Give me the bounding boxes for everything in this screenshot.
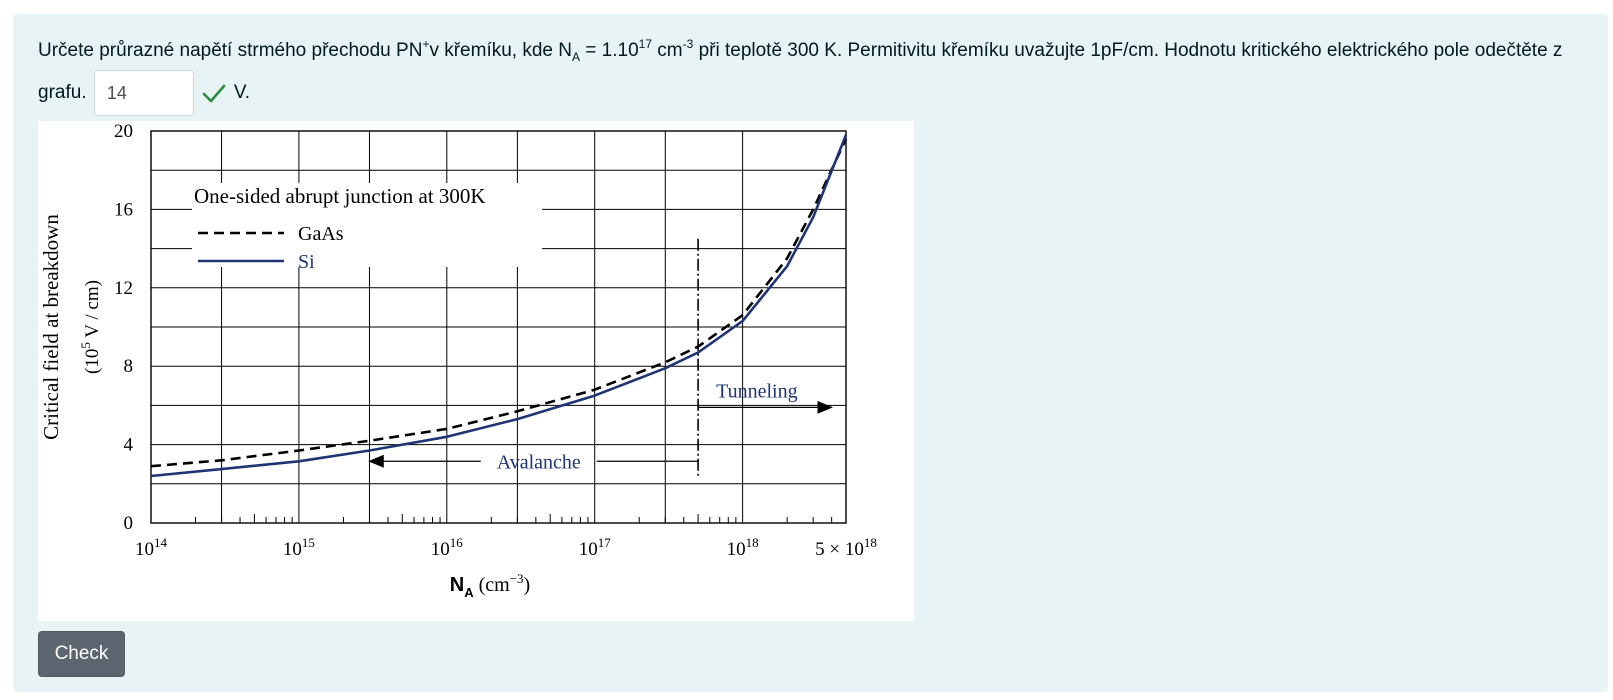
x-tick-label: 1014 <box>135 535 168 560</box>
series-line-gaas <box>150 138 848 468</box>
y-tick-label: 0 <box>124 513 134 534</box>
superscript-exponent: -3 <box>682 37 694 51</box>
question-text-part: = 1.10 <box>580 40 639 61</box>
answer-input[interactable]: 14 <box>93 70 194 116</box>
x-tick-label: 5 × 1018 <box>815 535 877 560</box>
question-panel: Určete průrazné napětí strmého přechodu … <box>13 14 1608 692</box>
question-text: Určete průrazné napětí strmého přechodu … <box>38 32 1593 116</box>
y-tick-label: 12 <box>114 278 133 299</box>
x-tick-label: 1016 <box>431 535 464 560</box>
superscript-plus: + <box>422 37 430 51</box>
check-button[interactable]: Check <box>38 631 125 677</box>
series-line-si <box>150 134 848 478</box>
y-tick-label: 16 <box>114 199 133 220</box>
legend-background <box>192 183 542 267</box>
question-text-part: při teplotě 300 K. Permitivitu křemíku u… <box>38 40 1563 104</box>
chart-svg: 0 4 8 12 16 20 1014 1015 1016 1017 1018 5 × 1018 NA … <box>39 121 877 600</box>
question-text-part: cm <box>652 40 683 61</box>
chart-title: One-sided abrupt junction at 300K <box>194 184 486 208</box>
x-tick-label: 1018 <box>727 535 759 560</box>
legend-label-gaas: GaAs <box>298 223 344 245</box>
question-text-part: Určete průrazné napětí strmého přechodu … <box>38 40 423 61</box>
y-axis-title: Critical field at breakdown <box>39 214 63 440</box>
annotation-label-tunneling: Tunneling <box>716 380 798 402</box>
y-axis-unit: (105 V / cm) <box>78 280 103 374</box>
question-text-part: v křemíku, kde N <box>429 40 572 61</box>
annotation-label-avalanche: Avalanche <box>497 451 581 473</box>
x-tick-label: 1017 <box>579 535 612 560</box>
unit-label: V. <box>233 82 251 104</box>
x-axis-title: NA (cm−3) <box>450 571 530 600</box>
superscript-exponent: 17 <box>638 37 653 51</box>
subscript-a: A <box>572 50 581 64</box>
y-tick-label: 4 <box>124 435 134 456</box>
y-tick-label: 8 <box>124 356 134 377</box>
plot-frame <box>150 130 847 524</box>
legend-label-si: Si <box>298 251 315 273</box>
y-tick-label: 20 <box>114 121 133 142</box>
check-icon <box>202 84 226 103</box>
critical-field-chart: 0 4 8 12 16 20 1014 1015 1016 1017 1018 5 × 1018 NA … <box>38 121 914 621</box>
x-tick-label: 1015 <box>283 535 315 560</box>
